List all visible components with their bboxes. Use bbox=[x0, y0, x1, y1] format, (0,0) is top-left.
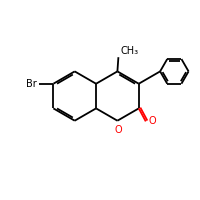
Text: Br: Br bbox=[26, 79, 37, 89]
Text: CH₃: CH₃ bbox=[120, 46, 138, 56]
Text: O: O bbox=[115, 125, 122, 135]
Text: O: O bbox=[148, 116, 156, 126]
